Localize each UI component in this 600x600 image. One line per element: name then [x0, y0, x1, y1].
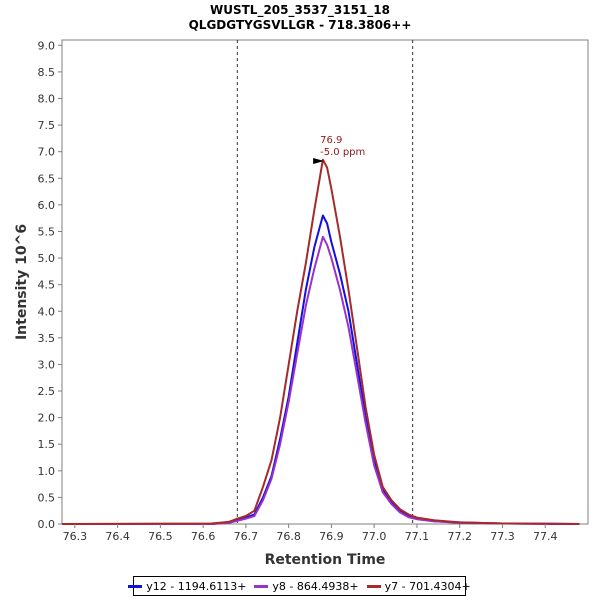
x-tick-label: 76.6 [191, 530, 216, 543]
series-line [62, 235, 580, 525]
legend-item: y7 - 701.4304+ [366, 579, 471, 593]
x-tick-label: 76.8 [276, 530, 301, 543]
y-axis-ticks: 0.0 0.5 1.0 1.5 2.0 2.5 3.0 3.5 4.0 4.5 5.0 5.5 6.0 6… [38, 39, 62, 531]
y-tick-label: 6.5 [38, 172, 56, 185]
x-tick-label: 76.4 [105, 530, 130, 543]
x-tick-label: 76.3 [63, 530, 88, 543]
y-tick-label: 2.5 [38, 385, 56, 398]
chart-title: WUSTL_205_3537_3151_18 [210, 3, 390, 18]
x-tick-label: 77.4 [533, 530, 558, 543]
x-tick-label: 76.7 [234, 530, 259, 543]
y-tick-label: 8.0 [38, 93, 56, 106]
x-tick-label: 76.9 [319, 530, 344, 543]
y-tick-label: 9.0 [38, 39, 56, 52]
y-tick-label: 2.0 [38, 412, 56, 425]
y-axis-label: Intensity 10^6 [14, 224, 30, 340]
y-tick-label: 3.5 [38, 332, 56, 345]
y-tick-label: 7.5 [38, 119, 56, 132]
legend-item: y12 - 1194.6113+ [128, 580, 246, 593]
peak-annotation: 76.9-5.0 ppm [313, 135, 365, 165]
y-tick-label: 0.0 [38, 518, 56, 531]
x-tick-label: 76.5 [148, 530, 173, 543]
y-tick-label: 8.5 [38, 66, 56, 79]
x-tick-label: 77.0 [362, 530, 387, 543]
legend-swatch [254, 584, 269, 588]
x-tick-label: 77.2 [447, 530, 472, 543]
legend-swatch [128, 584, 143, 588]
y-tick-label: 6.0 [38, 199, 56, 212]
y-tick-label: 3.0 [38, 358, 56, 371]
y-tick-label: 4.0 [38, 305, 56, 318]
y-tick-label: 5.0 [38, 252, 56, 265]
legend-label: y7 - 701.4304+ [384, 579, 471, 593]
x-axis-label: Retention Time [265, 552, 386, 568]
x-tick-label: 77.1 [405, 530, 430, 543]
y-tick-label: 4.5 [38, 279, 56, 292]
x-tick-label: 77.3 [490, 530, 515, 543]
chart-subtitle: QLGDGTYGSVLLGR - 718.3806++ [189, 18, 412, 32]
y-tick-label: 1.5 [38, 438, 56, 451]
series-lines [61, 158, 580, 525]
peak-annotation-text: 76.9 [320, 135, 342, 146]
legend-swatch [366, 584, 381, 588]
peak-annotation-text: -5.0 ppm [320, 147, 365, 158]
y-tick-label: 0.5 [38, 491, 56, 504]
legend: y12 - 1194.6113+ y8 - 864.4938+ y7 - 701.4… [128, 576, 471, 596]
legend-label: y12 - 1194.6113+ [146, 579, 247, 593]
integration-bounds [236, 40, 414, 524]
peak-marker-arrow [313, 158, 325, 165]
series-line [61, 158, 580, 525]
legend-item: y8 - 864.4938+ [254, 579, 359, 593]
legend-label: y8 - 864.4938+ [272, 579, 359, 593]
x-axis-ticks: 76.3 76.4 76.5 76.6 76.7 76.8 76.9 77.0 77.1 77.2… [63, 524, 558, 543]
y-tick-label: 1.0 [38, 465, 56, 478]
y-tick-label: 5.5 [38, 225, 56, 238]
y-tick-label: 7.0 [38, 146, 56, 159]
plot-area [61, 39, 589, 525]
